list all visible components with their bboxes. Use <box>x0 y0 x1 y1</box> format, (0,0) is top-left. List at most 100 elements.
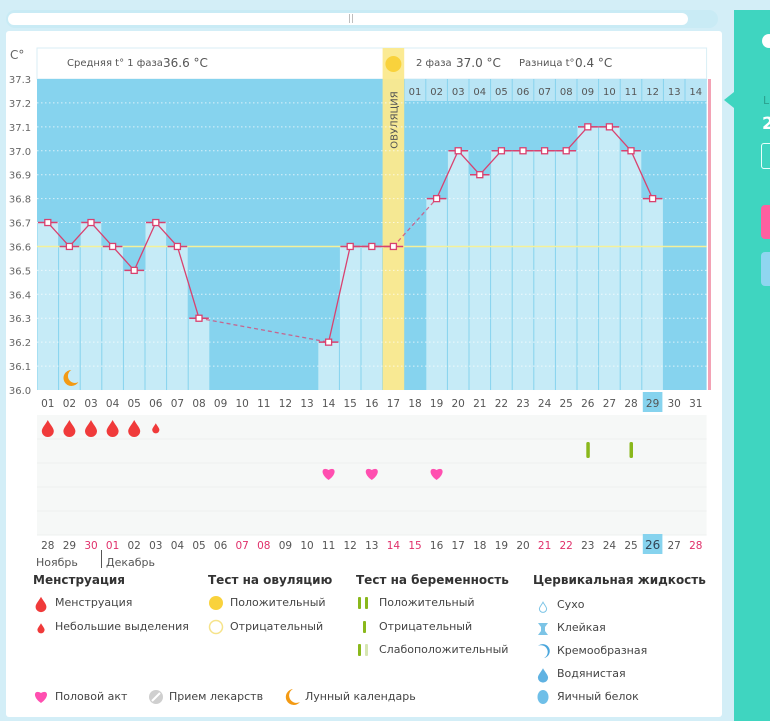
luteal-day-cell <box>599 79 620 101</box>
temperature-point <box>108 242 117 251</box>
legend-pregnancy-weak-icon-2 <box>365 644 368 656</box>
scroll-grip-icon[interactable]: || <box>348 14 355 24</box>
luteal-day-label: 09 <box>581 87 594 98</box>
temperature-point <box>540 147 549 155</box>
legend-fluid-sticky-icon <box>538 623 548 635</box>
legend-heart-icon <box>34 691 48 703</box>
cycle-day-label: 28 <box>624 398 637 410</box>
temperature-point <box>454 147 462 155</box>
y-tick-label: 36.6 <box>9 242 31 253</box>
temperature-line <box>112 246 135 271</box>
temperature-line <box>436 150 459 199</box>
legend-spotting: Небольшие выделения <box>55 620 189 633</box>
calendar-date: 28 <box>41 540 54 552</box>
luteal-day-cell <box>685 79 707 101</box>
calendar-date: 20 <box>516 540 529 552</box>
legend-ovulation-positive-icon <box>209 596 223 610</box>
calendar-date: 13 <box>365 540 378 552</box>
month-label-december: Декабрь <box>106 556 155 569</box>
scroll-thumb[interactable]: || <box>8 13 688 25</box>
temperature-line <box>327 246 351 343</box>
temperature-point <box>497 147 506 155</box>
calendar-date: 03 <box>149 540 162 552</box>
diff-value: 0.4 °C <box>575 56 613 70</box>
temperature-point <box>627 147 635 155</box>
y-tick-label: 36.8 <box>9 195 31 206</box>
cycle-day-label: 06 <box>149 398 163 410</box>
cycle-day-label: 12 <box>279 398 292 410</box>
calendar-date: 10 <box>300 540 313 552</box>
y-tick-label: 36.5 <box>9 266 31 277</box>
temperature-line <box>176 246 200 319</box>
legend-pregnancy-positive: Положительный <box>379 596 475 609</box>
side-panel-pink-button[interactable] <box>761 205 770 239</box>
calendar-date: 28 <box>689 540 702 552</box>
calendar-date: 27 <box>668 540 681 552</box>
y-tick-label: 36.9 <box>9 171 31 182</box>
y-tick-label: 37.2 <box>9 99 31 110</box>
side-panel-button[interactable] <box>761 143 770 169</box>
cycle-day-label: 04 <box>106 398 120 410</box>
temperature-point <box>324 338 333 346</box>
stats-header <box>36 47 708 80</box>
calendar-date: 14 <box>387 540 401 552</box>
luteal-day-label: 14 <box>689 87 702 98</box>
y-tick-label: 36.2 <box>9 338 31 349</box>
calendar-date: 30 <box>84 540 97 552</box>
legend-pregnancy-positive-icon-2 <box>365 597 368 609</box>
pregnancy-test-negative-icon <box>586 442 590 458</box>
y-tick-label: 36.1 <box>9 362 31 373</box>
temperature-line <box>608 126 632 152</box>
legend-pregnancy-negative: Отрицательный <box>379 620 473 633</box>
temperature-bar <box>318 342 339 390</box>
luteal-day-label: 08 <box>560 87 573 98</box>
calendar-date: 05 <box>192 540 205 552</box>
legend-pregnancy-weak: Слабоположительный <box>379 643 509 656</box>
temperature-gap-line <box>392 198 438 247</box>
ovulation-positive-icon <box>385 56 402 72</box>
cycle-day-label: 05 <box>128 398 141 410</box>
temperature-point <box>519 147 527 155</box>
side-panel-blue-button[interactable] <box>761 252 770 286</box>
legend-fluid-dry-icon <box>538 601 548 613</box>
luteal-day-cell <box>447 79 469 101</box>
temperature-bar <box>534 150 555 390</box>
calendar-date: 16 <box>430 540 444 552</box>
temperature-bar <box>512 150 534 390</box>
calendar-date: 04 <box>171 540 185 552</box>
ovulation-label: ОВУЛЯЦИЯ <box>389 91 400 149</box>
temperature-bar <box>188 318 210 390</box>
temperature-line <box>133 222 157 271</box>
luteal-day-label: 01 <box>409 87 422 98</box>
temperature-point <box>44 218 52 227</box>
cycle-day-label: 27 <box>603 398 616 410</box>
y-tick-label: 36.7 <box>9 219 31 230</box>
temperature-line <box>90 222 114 247</box>
calendar-date: 06 <box>214 540 228 552</box>
luteal-day-cell <box>469 79 491 101</box>
cycle-day-label: 18 <box>408 398 421 410</box>
horizontal-scrollbar[interactable]: || <box>6 10 718 28</box>
cycle-end-marker <box>708 79 711 390</box>
cycle-day-label: 30 <box>668 398 681 410</box>
calendar-date: 15 <box>408 540 421 552</box>
cycle-day-label: 07 <box>171 398 184 410</box>
calendar-date: 17 <box>452 540 465 552</box>
luteal-day-cell <box>642 79 663 101</box>
legend-menstruation: Менструация <box>55 596 133 609</box>
menstruation-drop-icon <box>63 420 76 437</box>
cycle-day-label: 24 <box>538 398 552 410</box>
luteal-day-label: 13 <box>668 87 681 98</box>
legend-ovulation-negative: Отрицательный <box>230 620 324 633</box>
temperature-point <box>562 147 570 155</box>
y-tick-label: 37.0 <box>9 147 31 158</box>
cycle-day-label: 20 <box>452 398 465 410</box>
luteal-day-cell <box>491 79 512 101</box>
calendar-date: 19 <box>495 540 508 552</box>
temperature-bar <box>469 174 491 390</box>
side-panel-icon[interactable] <box>762 34 770 48</box>
legend-spotting-icon <box>37 623 45 634</box>
luteal-day-cell <box>426 79 447 101</box>
temperature-line <box>565 126 589 152</box>
